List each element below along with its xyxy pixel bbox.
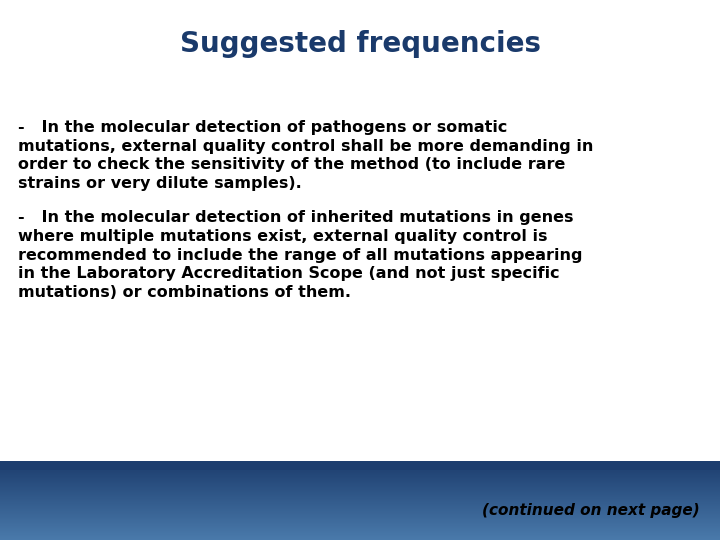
- Text: mutations, external quality control shall be more demanding in: mutations, external quality control shal…: [18, 139, 593, 153]
- Text: where multiple mutations exist, external quality control is: where multiple mutations exist, external…: [18, 229, 547, 244]
- Bar: [0, 462, 720, 469]
- Text: in the Laboratory Accreditation Scope (and not just specific: in the Laboratory Accreditation Scope (a…: [18, 266, 559, 281]
- Text: Suggested frequencies: Suggested frequencies: [179, 30, 541, 58]
- Text: strains or very dilute samples).: strains or very dilute samples).: [18, 176, 302, 191]
- Text: (continued on next page): (continued on next page): [482, 503, 700, 518]
- Text: mutations) or combinations of them.: mutations) or combinations of them.: [18, 285, 351, 300]
- Text: -   In the molecular detection of inherited mutations in genes: - In the molecular detection of inherite…: [18, 211, 574, 225]
- Text: -   In the molecular detection of pathogens or somatic: - In the molecular detection of pathogen…: [18, 120, 508, 135]
- Text: recommended to include the range of all mutations appearing: recommended to include the range of all …: [18, 248, 582, 262]
- Text: order to check the sensitivity of the method (to include rare: order to check the sensitivity of the me…: [18, 157, 565, 172]
